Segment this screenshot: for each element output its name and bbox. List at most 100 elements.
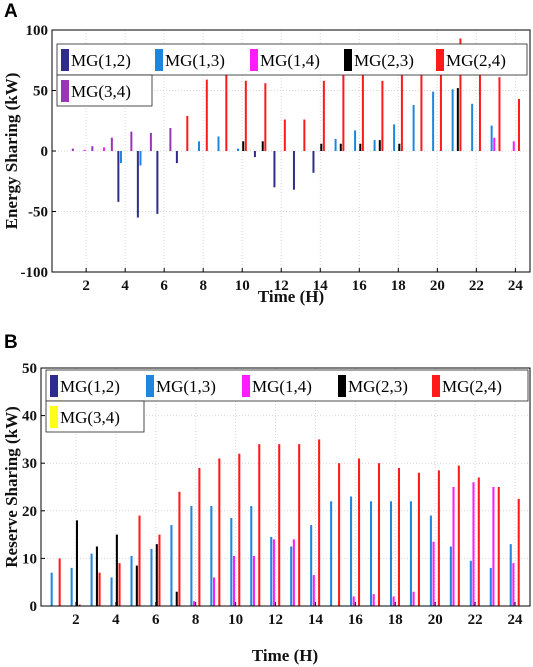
panel-b-x-tick-label: 8: [192, 612, 200, 628]
panel-a-bar-mg13-h20: [432, 91, 435, 151]
panel-b-bar-mg23-h2: [75, 520, 78, 606]
panel-a-bar-mg24-h7: [186, 115, 189, 151]
panel-a-bar-mg24-h19: [420, 57, 423, 151]
legend-a-swatch-mg14: [250, 49, 258, 71]
panel-b-bar-mg24-h14: [318, 439, 321, 606]
legend-b-swatch-mg23: [338, 375, 346, 397]
panel-a-bar-mg13-h21: [451, 89, 454, 151]
panel-b-bar-mg13-h10: [230, 517, 233, 606]
panel-b-bar-mg13-h13: [290, 546, 293, 606]
legend-a-label-mg13: MG(1,3): [165, 51, 225, 70]
panel-a-x-tick-label: 22: [469, 278, 484, 294]
panel-a-bar-mg24-h17: [381, 80, 384, 151]
legend-a-label-mg34: MG(3,4): [71, 82, 131, 101]
panel-a-bar-mg34-h4: [130, 131, 133, 151]
panel-a-bar-mg24-h21: [459, 38, 462, 151]
panel-b-bar-mg24-h13: [298, 444, 301, 606]
panel-a-legend-box: [56, 43, 528, 76]
panel-a-bar-mg14-h2: [83, 149, 86, 151]
panel-a-bar-mg24-h24: [517, 98, 520, 151]
panel-a-bar-mg24-h22: [478, 51, 481, 151]
panel-a-bar-mg13-h15: [334, 138, 337, 151]
panel-a-bar-mg34-h2: [91, 146, 94, 151]
panel-b-bar-mg13-h11: [250, 506, 253, 606]
panel-b-bar-mg14-h20: [432, 541, 435, 606]
panel-b-bar-mg14-h13: [292, 539, 295, 606]
panel-a-x-tick-label: 10: [235, 278, 250, 294]
panel-b-bar-mg24-h16: [358, 458, 361, 606]
panel-b-bar-mg23-h5: [135, 565, 138, 606]
panel-b-bar-mg13-h2: [70, 567, 73, 606]
panel-a-y-axis-label: Energy Sharing (kW): [2, 73, 21, 230]
panel-a-bar-mg12-h5: [136, 151, 139, 218]
panel-a-x-tick-label: 24: [508, 278, 524, 294]
panel-b-bar-mg24-h20: [437, 470, 440, 606]
panel-b-bar-mg14-h12: [272, 539, 275, 606]
panel-a-label: A: [4, 1, 18, 22]
panel-b-bar-mg13-h24: [509, 544, 512, 606]
panel-a-y-tick-label: -100: [21, 265, 49, 281]
panel-a-bar-mg24-h13: [303, 119, 306, 151]
legend-a-swatch-mg13: [155, 49, 163, 71]
panel-b-x-tick-label: 12: [268, 612, 283, 628]
panel-a-x-tick-label: 8: [199, 278, 207, 294]
panel-b-bar-mg13-h17: [369, 501, 373, 606]
panel-b-bar-mg24-h18: [397, 467, 400, 606]
panel-b-x-tick-label: 2: [72, 612, 80, 628]
panel-b-bar-mg14-h14: [312, 575, 315, 606]
panel-a-bar-mg23-h15: [339, 143, 342, 151]
panel-a-bar-mg24-h14: [322, 80, 325, 151]
panel-a-legend-box-row2: [56, 74, 153, 107]
panel-b-x-tick-label: 4: [112, 612, 120, 628]
panel-b-bar-mg14-h10: [232, 556, 235, 606]
panel-a-bar-mg14-h3: [103, 147, 106, 151]
panel-b-y-tick-label: 40: [22, 409, 37, 425]
panel-b-y-tick-label: 20: [22, 504, 37, 520]
panel-b-bar-mg24-h4: [118, 563, 121, 606]
panel-b-bar-mg24-h6: [158, 534, 161, 606]
panel-b-bar-mg13-h6: [150, 548, 153, 606]
panel-a-bar-mg24-h18: [400, 71, 403, 151]
panel-b-bar-mg24-h19: [417, 472, 420, 606]
panel-b-bar-mg23-h3: [95, 546, 98, 606]
panel-a-bar-mg24-h8: [205, 79, 208, 151]
panel-a-y-ticks: -100 -50 0 50 100: [21, 23, 56, 281]
legend-b-swatch-mg34: [50, 406, 58, 428]
panel-b-legend-box: [45, 369, 529, 402]
panel-b-bar-mg24-h12: [278, 444, 281, 606]
panel-a-bars: [71, 38, 520, 218]
panel-a-bar-mg13-h5: [139, 151, 142, 166]
panel-b-bar-mg24-h3: [98, 572, 101, 606]
panel-b-bar-mg14-h11: [252, 556, 255, 606]
panel-b-bar-mg13-h14: [310, 525, 313, 606]
panel-a-x-tick-label: 4: [121, 278, 129, 294]
panel-b-bar-mg13-h19: [409, 501, 412, 606]
panel-a-x-tick-label: 12: [274, 278, 289, 294]
panel-b-x-tick-label: 16: [348, 612, 364, 628]
panel-a-y-tick-label: 0: [41, 144, 49, 160]
panel-a-bar-mg34-h3: [110, 137, 113, 151]
legend-b-label-mg23: MG(2,3): [348, 377, 408, 396]
panel-a-bar-mg24-h15: [342, 69, 345, 151]
panel-a-y-tick-label: 50: [33, 84, 48, 100]
panel-b-bar-mg13-h16: [350, 496, 353, 606]
panel-a-bar-mg23-h17: [378, 140, 381, 151]
panel-b-x-tick-label: 22: [468, 612, 483, 628]
panel-a-x-tick-label: 6: [160, 278, 168, 294]
panel-a-bar-mg12-h11: [253, 151, 256, 158]
panel-b-bar-mg24-h23: [497, 487, 500, 606]
panel-b-bar-mg24-h21: [457, 465, 460, 606]
panel-a-bar-mg24-h10: [244, 80, 247, 151]
panel-a-bar-mg13-h8: [198, 141, 200, 151]
panel-b-bar-mg24-h24: [517, 498, 520, 606]
panel-a-y-tick-label: 100: [26, 23, 49, 39]
legend-b-label-mg12: MG(1,2): [60, 377, 120, 396]
panel-b-bar-mg24-h17: [377, 463, 381, 606]
panel-b-y-ticks: 0 10 20 30 40 50: [22, 361, 45, 615]
legend-a-swatch-mg23: [344, 49, 352, 71]
panel-b-bar-mg14-h24: [512, 563, 515, 606]
panel-b-x-tick-label: 20: [428, 612, 443, 628]
